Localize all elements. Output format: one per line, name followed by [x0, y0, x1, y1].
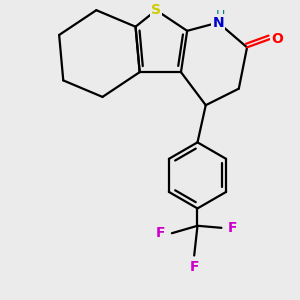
- Text: F: F: [228, 221, 237, 235]
- Text: F: F: [156, 226, 166, 240]
- Text: O: O: [271, 32, 283, 46]
- Text: S: S: [151, 3, 161, 17]
- Text: N: N: [212, 16, 224, 30]
- Text: H: H: [215, 9, 225, 22]
- Text: F: F: [189, 260, 199, 274]
